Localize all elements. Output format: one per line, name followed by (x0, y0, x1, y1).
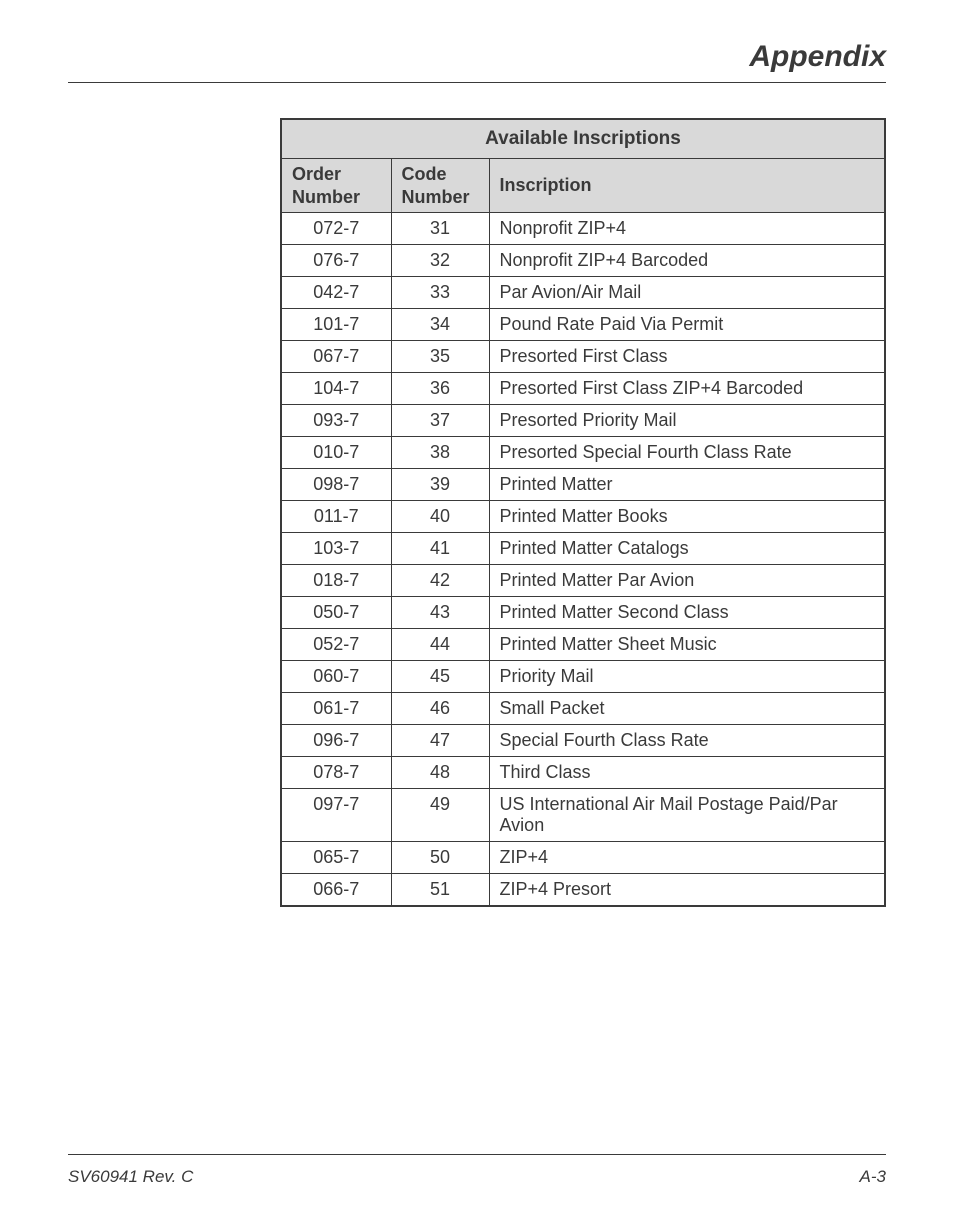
table-row: 060-745Priority Mail (281, 661, 885, 693)
cell-code: 51 (391, 874, 489, 907)
cell-inscription: Pound Rate Paid Via Permit (489, 309, 885, 341)
cell-inscription: Printed Matter Sheet Music (489, 629, 885, 661)
col-header-code: Code Number (391, 159, 489, 213)
cell-inscription: Presorted First Class ZIP+4 Barcoded (489, 373, 885, 405)
cell-inscription: Printed Matter (489, 469, 885, 501)
table-row: 050-743Printed Matter Second Class (281, 597, 885, 629)
cell-inscription: Nonprofit ZIP+4 (489, 213, 885, 245)
cell-inscription: Printed Matter Catalogs (489, 533, 885, 565)
table-row: 078-748Third Class (281, 757, 885, 789)
footer-left: SV60941 Rev. C (68, 1167, 193, 1187)
cell-code: 46 (391, 693, 489, 725)
table-row: 061-746Small Packet (281, 693, 885, 725)
cell-inscription: Presorted Special Fourth Class Rate (489, 437, 885, 469)
cell-code: 48 (391, 757, 489, 789)
cell-code: 44 (391, 629, 489, 661)
cell-order: 060-7 (281, 661, 391, 693)
table-row: 011-740Printed Matter Books (281, 501, 885, 533)
cell-inscription: Printed Matter Second Class (489, 597, 885, 629)
cell-code: 37 (391, 405, 489, 437)
table-row: 042-733Par Avion/Air Mail (281, 277, 885, 309)
cell-order: 052-7 (281, 629, 391, 661)
table-row: 093-737Presorted Priority Mail (281, 405, 885, 437)
cell-inscription: Nonprofit ZIP+4 Barcoded (489, 245, 885, 277)
cell-order: 098-7 (281, 469, 391, 501)
cell-order: 072-7 (281, 213, 391, 245)
table-row: 101-734Pound Rate Paid Via Permit (281, 309, 885, 341)
table-row: 097-749US International Air Mail Postage… (281, 789, 885, 842)
cell-order: 018-7 (281, 565, 391, 597)
cell-code: 49 (391, 789, 489, 842)
cell-code: 39 (391, 469, 489, 501)
cell-code: 50 (391, 842, 489, 874)
cell-inscription: US International Air Mail Postage Paid/P… (489, 789, 885, 842)
cell-order: 097-7 (281, 789, 391, 842)
cell-inscription: Printed Matter Par Avion (489, 565, 885, 597)
cell-code: 41 (391, 533, 489, 565)
cell-inscription: Special Fourth Class Rate (489, 725, 885, 757)
col-header-order: Order Number (281, 159, 391, 213)
table-row: 098-739Printed Matter (281, 469, 885, 501)
cell-inscription: Printed Matter Books (489, 501, 885, 533)
table-row: 066-751ZIP+4 Presort (281, 874, 885, 907)
cell-code: 32 (391, 245, 489, 277)
cell-code: 34 (391, 309, 489, 341)
table-body: 072-731Nonprofit ZIP+4076-732Nonprofit Z… (281, 213, 885, 907)
cell-code: 31 (391, 213, 489, 245)
table-row: 018-742Printed Matter Par Avion (281, 565, 885, 597)
cell-inscription: Priority Mail (489, 661, 885, 693)
cell-inscription: Par Avion/Air Mail (489, 277, 885, 309)
cell-inscription: Small Packet (489, 693, 885, 725)
footer-right: A-3 (860, 1167, 886, 1187)
table-row: 067-735Presorted First Class (281, 341, 885, 373)
inscriptions-table: Available Inscriptions Order Number Code… (280, 118, 886, 907)
table-row: 104-736Presorted First Class ZIP+4 Barco… (281, 373, 885, 405)
cell-code: 42 (391, 565, 489, 597)
cell-order: 101-7 (281, 309, 391, 341)
cell-order: 078-7 (281, 757, 391, 789)
cell-inscription: Presorted First Class (489, 341, 885, 373)
cell-code: 38 (391, 437, 489, 469)
table-row: 052-744Printed Matter Sheet Music (281, 629, 885, 661)
cell-code: 40 (391, 501, 489, 533)
cell-inscription: Third Class (489, 757, 885, 789)
page-title: Appendix (749, 40, 886, 74)
cell-order: 050-7 (281, 597, 391, 629)
cell-order: 066-7 (281, 874, 391, 907)
cell-code: 35 (391, 341, 489, 373)
cell-order: 042-7 (281, 277, 391, 309)
cell-inscription: ZIP+4 Presort (489, 874, 885, 907)
cell-order: 104-7 (281, 373, 391, 405)
table-title-row: Available Inscriptions (281, 119, 885, 159)
cell-order: 011-7 (281, 501, 391, 533)
cell-order: 103-7 (281, 533, 391, 565)
title-rule (68, 82, 886, 83)
cell-order: 076-7 (281, 245, 391, 277)
table-row: 096-747Special Fourth Class Rate (281, 725, 885, 757)
cell-code: 47 (391, 725, 489, 757)
table-header-row: Order Number Code Number Inscription (281, 159, 885, 213)
cell-order: 061-7 (281, 693, 391, 725)
cell-order: 067-7 (281, 341, 391, 373)
table-row: 065-750ZIP+4 (281, 842, 885, 874)
cell-inscription: Presorted Priority Mail (489, 405, 885, 437)
col-header-inscription: Inscription (489, 159, 885, 213)
cell-code: 33 (391, 277, 489, 309)
cell-code: 45 (391, 661, 489, 693)
table-row: 076-732Nonprofit ZIP+4 Barcoded (281, 245, 885, 277)
table-row: 010-738Presorted Special Fourth Class Ra… (281, 437, 885, 469)
footer-rule (68, 1154, 886, 1155)
table-row: 103-741Printed Matter Catalogs (281, 533, 885, 565)
table-row: 072-731Nonprofit ZIP+4 (281, 213, 885, 245)
cell-inscription: ZIP+4 (489, 842, 885, 874)
cell-order: 093-7 (281, 405, 391, 437)
cell-code: 36 (391, 373, 489, 405)
cell-code: 43 (391, 597, 489, 629)
cell-order: 096-7 (281, 725, 391, 757)
cell-order: 065-7 (281, 842, 391, 874)
table-caption: Available Inscriptions (281, 119, 885, 159)
cell-order: 010-7 (281, 437, 391, 469)
